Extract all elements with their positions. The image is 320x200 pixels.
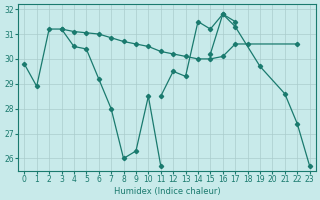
X-axis label: Humidex (Indice chaleur): Humidex (Indice chaleur)	[114, 187, 220, 196]
